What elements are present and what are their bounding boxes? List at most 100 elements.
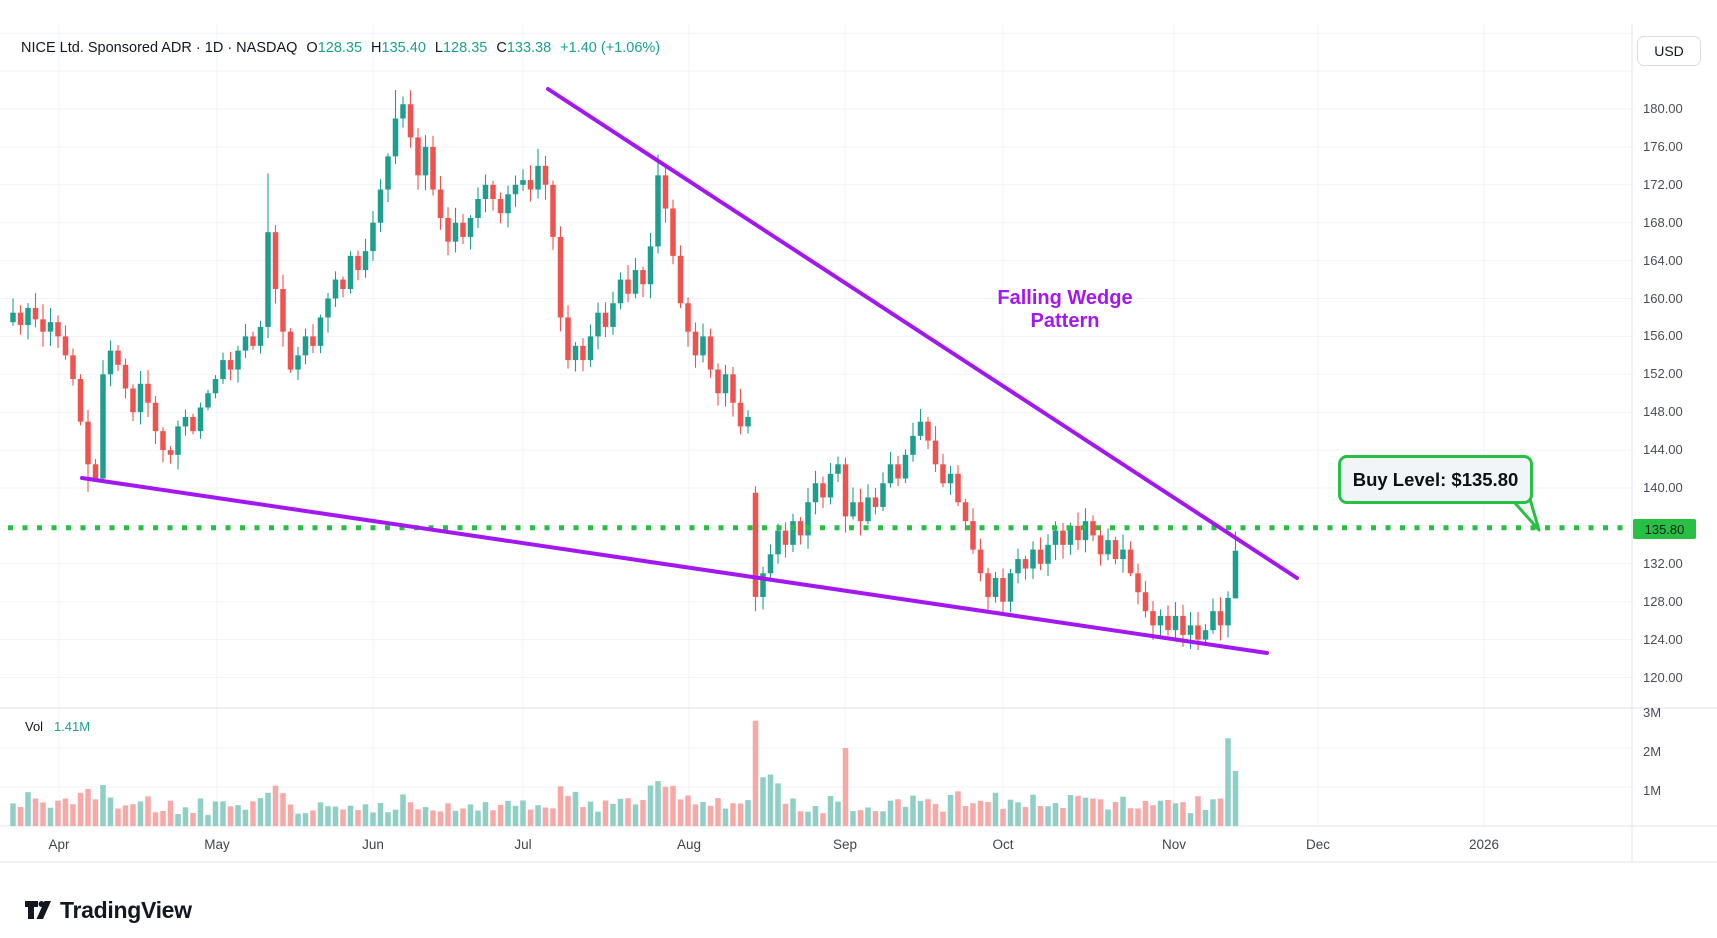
- candle[interactable]: [1217, 611, 1224, 626]
- candle[interactable]: [512, 184, 519, 195]
- candle[interactable]: [47, 322, 54, 332]
- candle[interactable]: [685, 303, 691, 332]
- candle[interactable]: [737, 402, 744, 427]
- candle[interactable]: [850, 502, 856, 517]
- candle[interactable]: [77, 379, 84, 422]
- candle[interactable]: [92, 464, 99, 479]
- candle[interactable]: [752, 492, 759, 597]
- candle[interactable]: [1015, 559, 1021, 574]
- candle[interactable]: [602, 312, 609, 327]
- candle[interactable]: [40, 319, 46, 332]
- candle[interactable]: [655, 175, 661, 247]
- buy-level-callout[interactable]: Buy Level: $135.80: [1338, 455, 1533, 504]
- candle[interactable]: [662, 175, 669, 209]
- candle[interactable]: [422, 146, 429, 176]
- candle[interactable]: [137, 383, 144, 413]
- candle[interactable]: [227, 360, 234, 370]
- candle[interactable]: [797, 521, 804, 536]
- candle[interactable]: [1232, 550, 1239, 599]
- candle[interactable]: [1142, 592, 1149, 612]
- candle[interactable]: [1165, 615, 1171, 631]
- candle[interactable]: [1112, 540, 1119, 560]
- candle[interactable]: [475, 199, 481, 218]
- candle[interactable]: [670, 208, 676, 256]
- candle[interactable]: [625, 279, 631, 294]
- candle[interactable]: [1210, 611, 1216, 631]
- candle[interactable]: [1187, 625, 1194, 635]
- candle[interactable]: [970, 521, 976, 550]
- candle[interactable]: [1022, 559, 1029, 569]
- candle[interactable]: [812, 483, 819, 503]
- candle[interactable]: [565, 317, 571, 361]
- wedge-lower-trendline[interactable]: [80, 476, 1269, 655]
- candle[interactable]: [895, 464, 901, 479]
- candle[interactable]: [1090, 521, 1096, 536]
- symbol-title[interactable]: NICE Ltd. Sponsored ADR · 1D · NASDAQ: [21, 40, 298, 56]
- candle[interactable]: [385, 156, 391, 190]
- candle[interactable]: [17, 312, 24, 326]
- candle[interactable]: [152, 402, 159, 432]
- candle[interactable]: [1195, 625, 1201, 640]
- candle[interactable]: [145, 383, 151, 403]
- candle[interactable]: [925, 421, 931, 441]
- candle[interactable]: [295, 355, 301, 370]
- candle[interactable]: [265, 232, 271, 327]
- candle[interactable]: [107, 350, 114, 375]
- candle[interactable]: [707, 336, 714, 370]
- candle[interactable]: [595, 312, 601, 337]
- candle[interactable]: [1030, 549, 1036, 569]
- candle[interactable]: [362, 251, 369, 271]
- candle[interactable]: [490, 184, 496, 200]
- candle[interactable]: [1120, 549, 1126, 560]
- candle[interactable]: [1127, 549, 1134, 574]
- candle[interactable]: [1157, 615, 1164, 626]
- candle[interactable]: [400, 104, 406, 119]
- candle[interactable]: [842, 464, 849, 517]
- candle[interactable]: [1007, 573, 1014, 602]
- candle[interactable]: [160, 431, 166, 451]
- candle[interactable]: [872, 497, 879, 507]
- candle[interactable]: [730, 374, 736, 403]
- candle[interactable]: [820, 483, 826, 498]
- candle[interactable]: [392, 118, 399, 157]
- candle[interactable]: [955, 473, 961, 503]
- candle[interactable]: [1060, 530, 1066, 545]
- candle[interactable]: [460, 222, 466, 237]
- candle[interactable]: [647, 246, 654, 285]
- candle[interactable]: [1150, 611, 1156, 626]
- candle[interactable]: [550, 184, 556, 237]
- candle[interactable]: [332, 279, 339, 299]
- candle[interactable]: [497, 199, 504, 214]
- candle[interactable]: [782, 530, 789, 545]
- candle[interactable]: [280, 289, 286, 332]
- candle[interactable]: [887, 464, 894, 484]
- candle[interactable]: [1075, 525, 1081, 541]
- candle[interactable]: [175, 426, 181, 455]
- candle[interactable]: [805, 502, 811, 536]
- candle[interactable]: [640, 270, 646, 285]
- candle[interactable]: [617, 279, 624, 304]
- candle[interactable]: [377, 189, 384, 223]
- candle[interactable]: [865, 497, 871, 522]
- candle[interactable]: [880, 483, 886, 507]
- candle[interactable]: [205, 393, 211, 408]
- candle[interactable]: [715, 369, 721, 394]
- candle[interactable]: [520, 180, 526, 185]
- tradingview-logo[interactable]: TradingView: [24, 896, 192, 924]
- candle[interactable]: [767, 554, 774, 574]
- candle[interactable]: [700, 336, 706, 356]
- candle[interactable]: [827, 473, 834, 498]
- candle[interactable]: [745, 416, 751, 427]
- candle[interactable]: [445, 217, 451, 242]
- candle[interactable]: [962, 502, 969, 522]
- candle[interactable]: [902, 454, 909, 479]
- candle[interactable]: [632, 270, 639, 294]
- candle[interactable]: [857, 502, 864, 522]
- candle[interactable]: [167, 450, 174, 455]
- candle[interactable]: [100, 374, 106, 479]
- candle[interactable]: [407, 104, 414, 138]
- candle[interactable]: [1105, 540, 1111, 555]
- candle[interactable]: [835, 464, 841, 474]
- candle[interactable]: [1037, 549, 1044, 564]
